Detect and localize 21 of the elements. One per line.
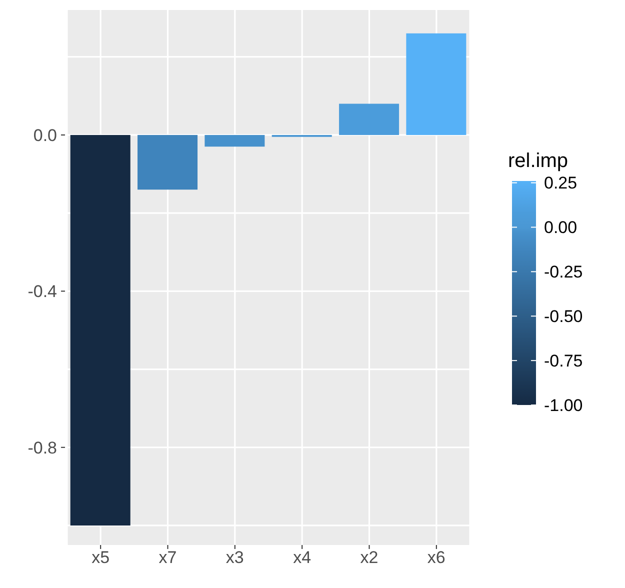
bar (138, 134, 198, 190)
color-bar-label: 0.00 (544, 218, 578, 238)
x-tick-label: x3 (226, 548, 244, 568)
bar (204, 134, 265, 147)
y-tick-label: 0.0 (33, 126, 57, 145)
x-tick-label: x6 (427, 548, 446, 568)
color-bar-label: -0.50 (544, 307, 583, 326)
x-tick-label: x2 (360, 548, 378, 568)
y-tick-label: -0.8 (28, 438, 57, 458)
x-tick-label: x7 (158, 548, 177, 568)
color-bar-title: rel.imp (508, 150, 570, 173)
color-bar-label: -1.00 (544, 396, 583, 415)
x-tick-label: x5 (92, 548, 110, 568)
color-bar-label: -0.25 (544, 262, 583, 282)
bar (339, 104, 400, 135)
bar (406, 33, 466, 135)
color-bar-label: -0.75 (544, 352, 583, 371)
bar (70, 134, 130, 526)
y-tick-label: -0.4 (28, 282, 57, 302)
color-bar-label: 0.25 (544, 174, 578, 193)
x-tick-label: x4 (293, 548, 312, 568)
